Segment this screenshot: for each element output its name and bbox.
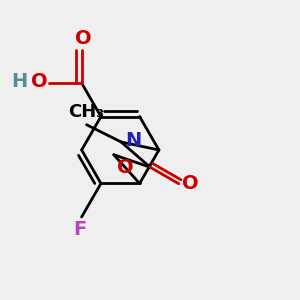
Text: O: O — [31, 72, 47, 91]
Text: O: O — [75, 29, 92, 48]
Text: O: O — [117, 158, 133, 177]
Text: CH₃: CH₃ — [68, 103, 104, 121]
Text: O: O — [182, 174, 199, 193]
Text: H: H — [11, 72, 28, 91]
Text: F: F — [74, 220, 87, 239]
Text: N: N — [125, 131, 141, 150]
